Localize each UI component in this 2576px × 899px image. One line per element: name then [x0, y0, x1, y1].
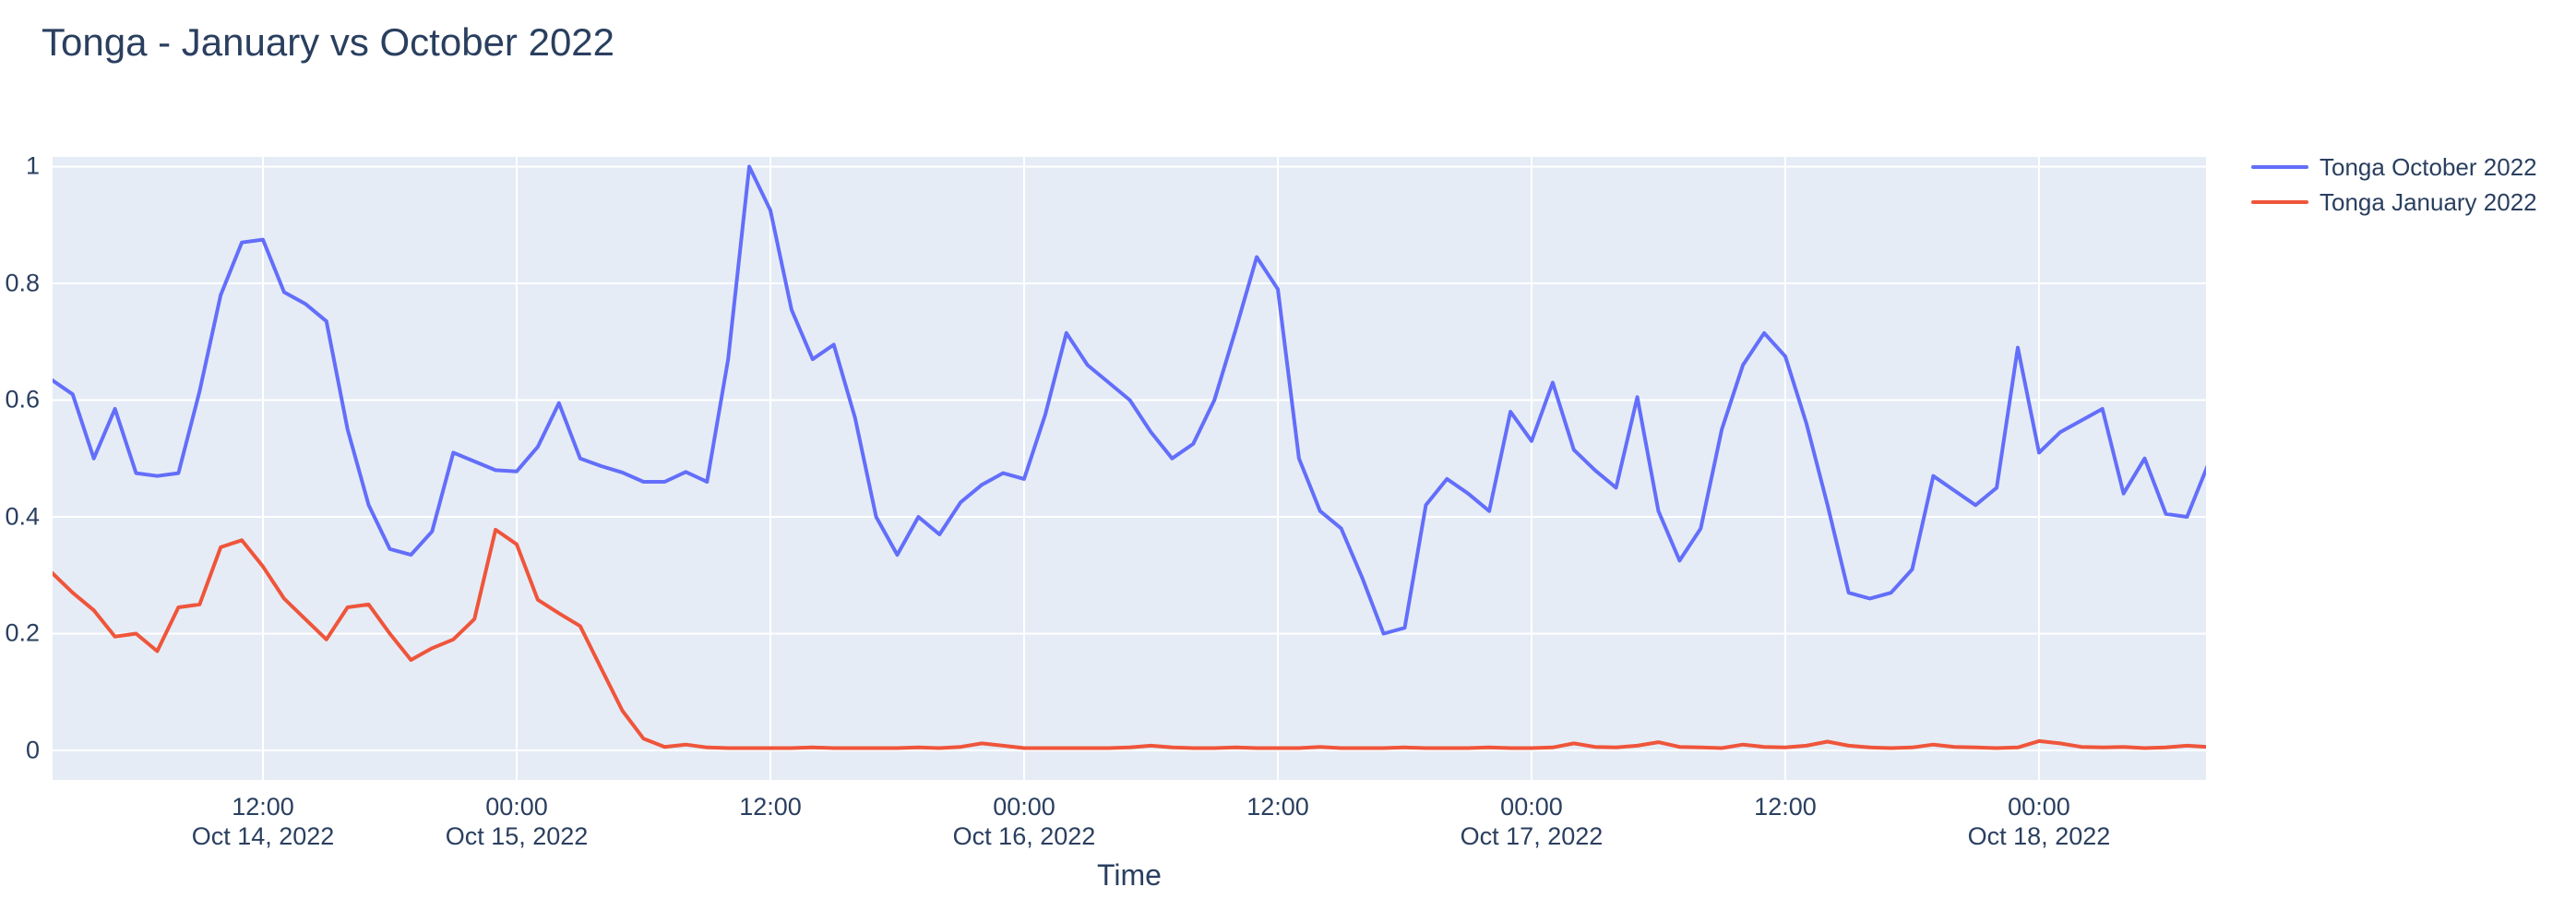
x-tick-label-00:00-Oct-18-2022: 00:00 Oct 18, 2022	[1967, 793, 2111, 850]
x-tick-label-00:00-Oct-15-2022: 00:00 Oct 15, 2022	[445, 793, 589, 850]
x-tick-label-12:00-Oct-14-2022: 12:00 Oct 14, 2022	[191, 793, 335, 850]
x-tick-label-12:00: 12:00	[1246, 793, 1309, 821]
legend-item-tonga-october-2022[interactable]: Tonga October 2022	[2251, 150, 2537, 185]
legend-line-sample-january	[2251, 200, 2308, 204]
legend: Tonga October 2022 Tonga January 2022	[2251, 150, 2537, 220]
y-tick-label-0.6: 0.6	[5, 385, 40, 414]
y-tick-label-0.4: 0.4	[5, 502, 40, 531]
x-tick-label-00:00-Oct-16-2022: 00:00 Oct 16, 2022	[952, 793, 1096, 850]
x-tick-label-00:00-Oct-17-2022: 00:00 Oct 17, 2022	[1460, 793, 1604, 850]
x-axis-title: Time	[1097, 858, 1162, 892]
y-tick-label-0.8: 0.8	[5, 269, 40, 297]
chart-title: Tonga - January vs October 2022	[42, 20, 615, 64]
x-tick-label-12:00: 12:00	[1754, 793, 1817, 821]
legend-item-tonga-january-2022[interactable]: Tonga January 2022	[2251, 185, 2537, 220]
x-tick-label-12:00: 12:00	[739, 793, 802, 821]
series-line-tonga-january-2022	[53, 527, 2206, 750]
plot-area[interactable]	[53, 157, 2206, 780]
legend-line-sample-october	[2251, 165, 2308, 169]
y-tick-label-0.2: 0.2	[5, 618, 40, 647]
legend-label-january: Tonga January 2022	[2320, 187, 2537, 216]
y-tick-label-1: 1	[25, 151, 40, 180]
y-tick-label-0: 0	[25, 736, 40, 764]
plot-canvas[interactable]	[53, 157, 2206, 780]
series-line-tonga-october-2022	[53, 164, 2206, 636]
legend-label-october: Tonga October 2022	[2320, 152, 2537, 181]
